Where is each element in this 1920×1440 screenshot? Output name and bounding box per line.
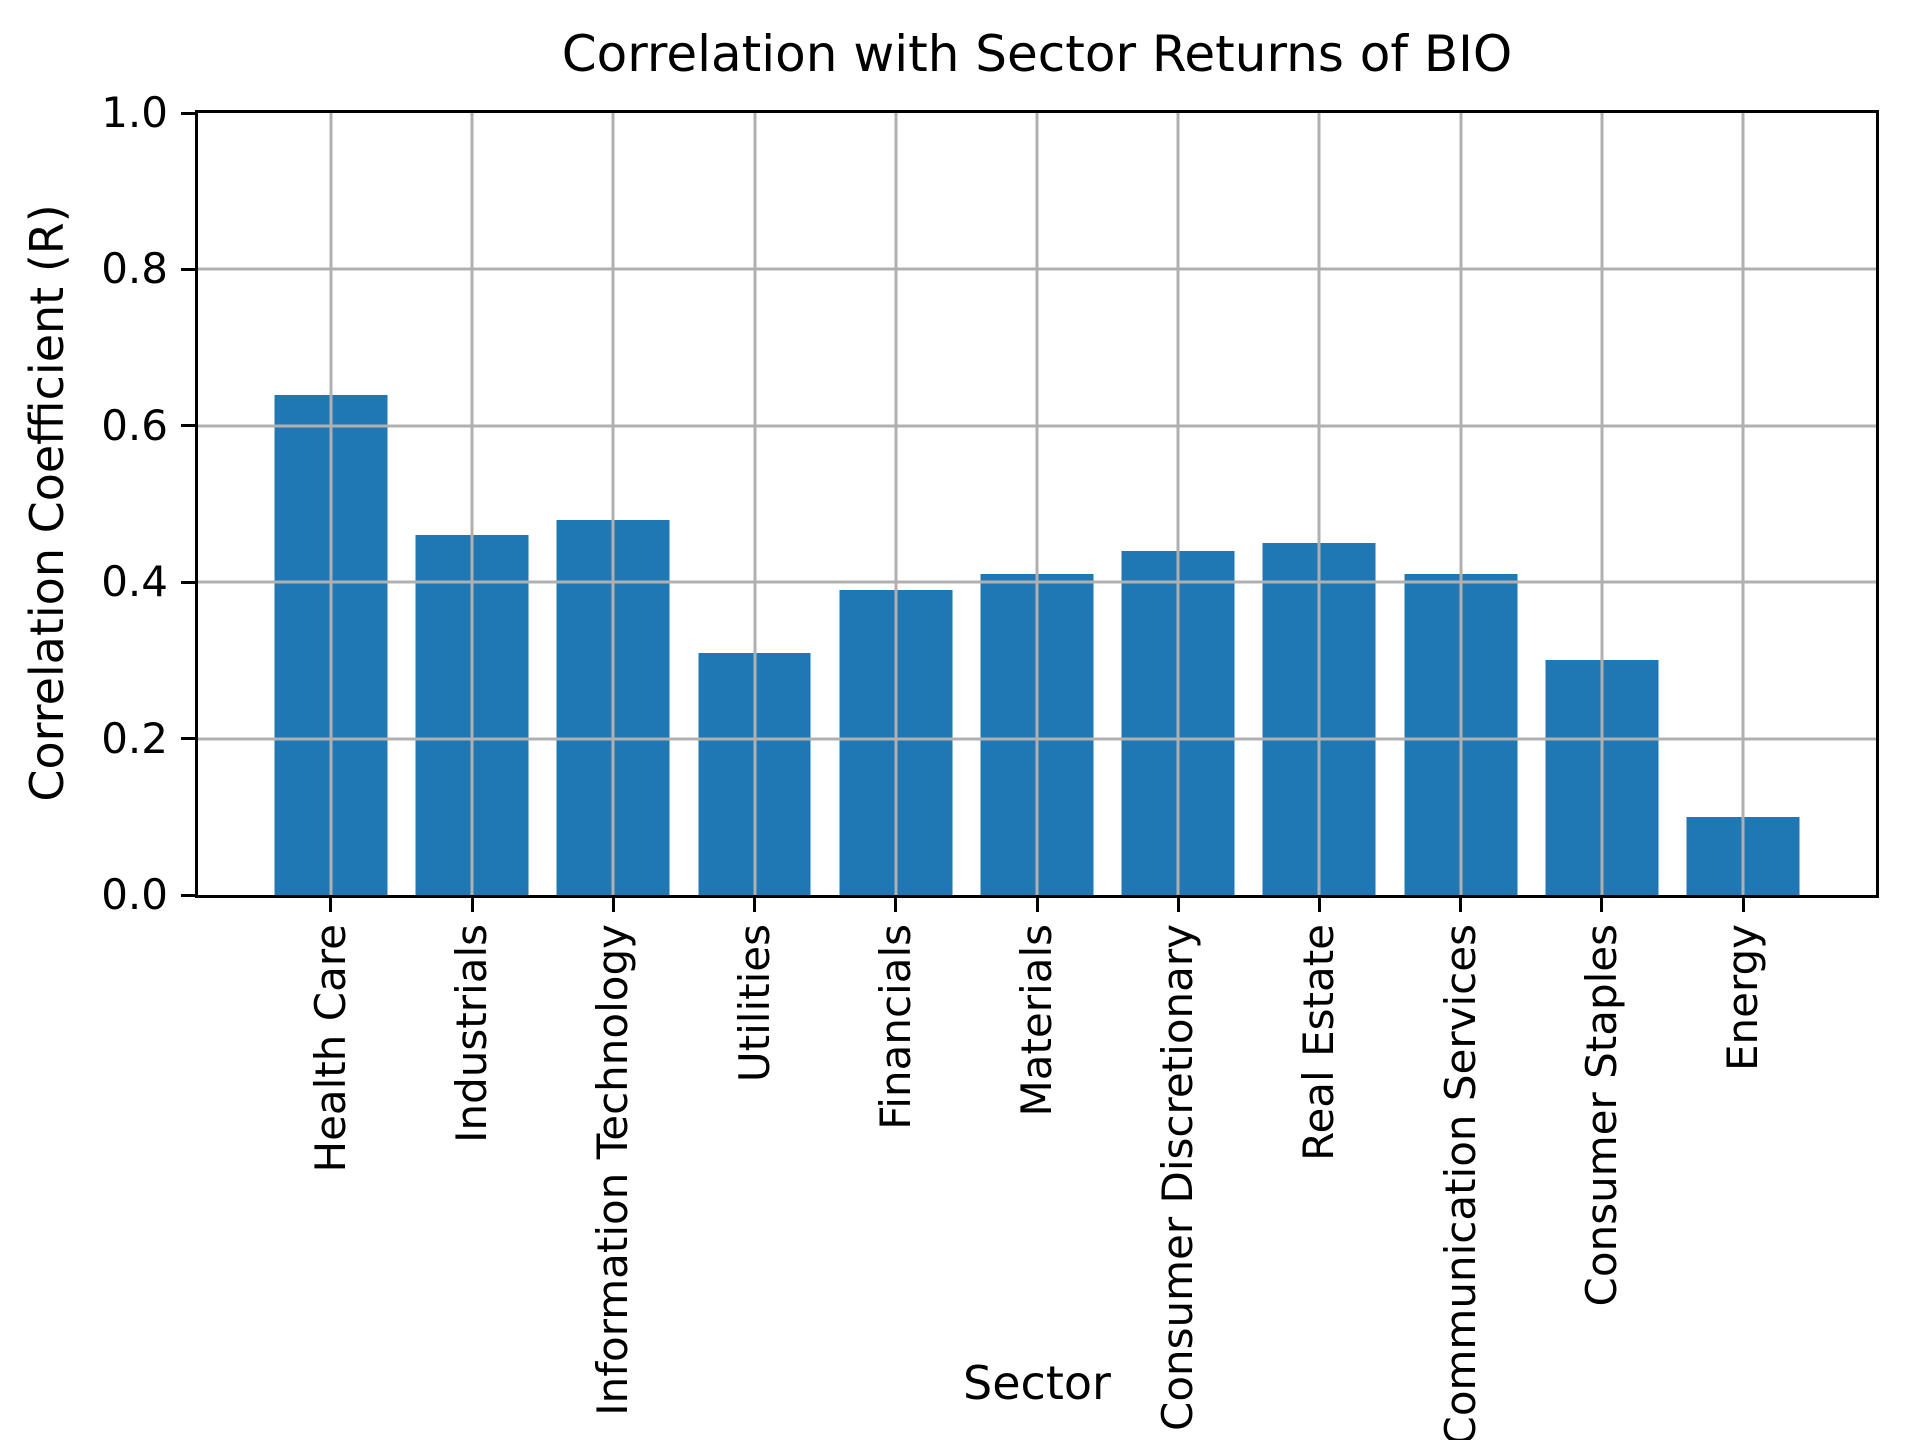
x-tick-label: Information Technology (588, 924, 638, 1416)
x-tick-label: Health Care (305, 924, 355, 1173)
x-tick-label: Industrials (446, 924, 496, 1143)
v-gridline (1741, 113, 1745, 895)
grid-layer (198, 113, 1876, 895)
y-tick-label: 0.0 (101, 870, 168, 919)
v-gridline (1317, 113, 1321, 895)
x-tick-label: Real Estate (1294, 924, 1344, 1161)
x-tick-mark (1741, 897, 1745, 912)
v-gridline (1600, 113, 1604, 895)
x-tick-mark (753, 897, 756, 912)
v-gridline (611, 113, 615, 895)
x-tick-label: Financials (870, 924, 920, 1130)
x-tick-mark (1176, 897, 1180, 912)
v-gridline (470, 113, 474, 895)
x-tick-mark (1459, 897, 1463, 912)
x-tick-label: Utilities (729, 924, 779, 1083)
y-tick-mark (181, 424, 196, 428)
x-tick-label: Energy (1718, 924, 1768, 1072)
y-tick-mark (181, 267, 196, 271)
x-tick-label: Consumer Discretionary (1153, 924, 1203, 1431)
y-tick-mark (181, 737, 196, 741)
y-tick-mark (181, 580, 196, 584)
x-tick-mark (611, 897, 615, 912)
v-gridline (1459, 113, 1463, 895)
y-tick-mark (181, 111, 196, 115)
y-tick-label: 1.0 (101, 88, 168, 137)
chart-title: Correlation with Sector Returns of BIO (561, 25, 1513, 83)
x-tick-label: Consumer Staples (1576, 924, 1626, 1307)
plot-area (195, 110, 1879, 898)
y-tick-label: 0.4 (101, 557, 168, 607)
y-tick-label: 0.6 (101, 400, 168, 450)
x-tick-mark (1317, 897, 1321, 912)
y-tick-mark (181, 893, 196, 897)
x-tick-label: Communication Services (1435, 924, 1485, 1440)
x-tick-label: Materials (1011, 924, 1061, 1117)
y-tick-label: 0.8 (101, 244, 168, 294)
v-gridline (753, 113, 756, 895)
x-tick-mark (329, 897, 333, 912)
x-tick-mark (1600, 897, 1604, 912)
v-gridline (1176, 113, 1180, 895)
x-tick-mark (1035, 897, 1039, 912)
x-tick-mark (470, 897, 474, 912)
v-gridline (1035, 113, 1039, 895)
x-axis-label: Sector (963, 1356, 1111, 1410)
y-tick-label: 0.2 (101, 713, 168, 763)
v-gridline (894, 113, 898, 895)
x-tick-mark (894, 897, 898, 912)
y-axis-label: Correlation Coefficient (R) (20, 204, 74, 802)
v-gridline (329, 113, 333, 895)
